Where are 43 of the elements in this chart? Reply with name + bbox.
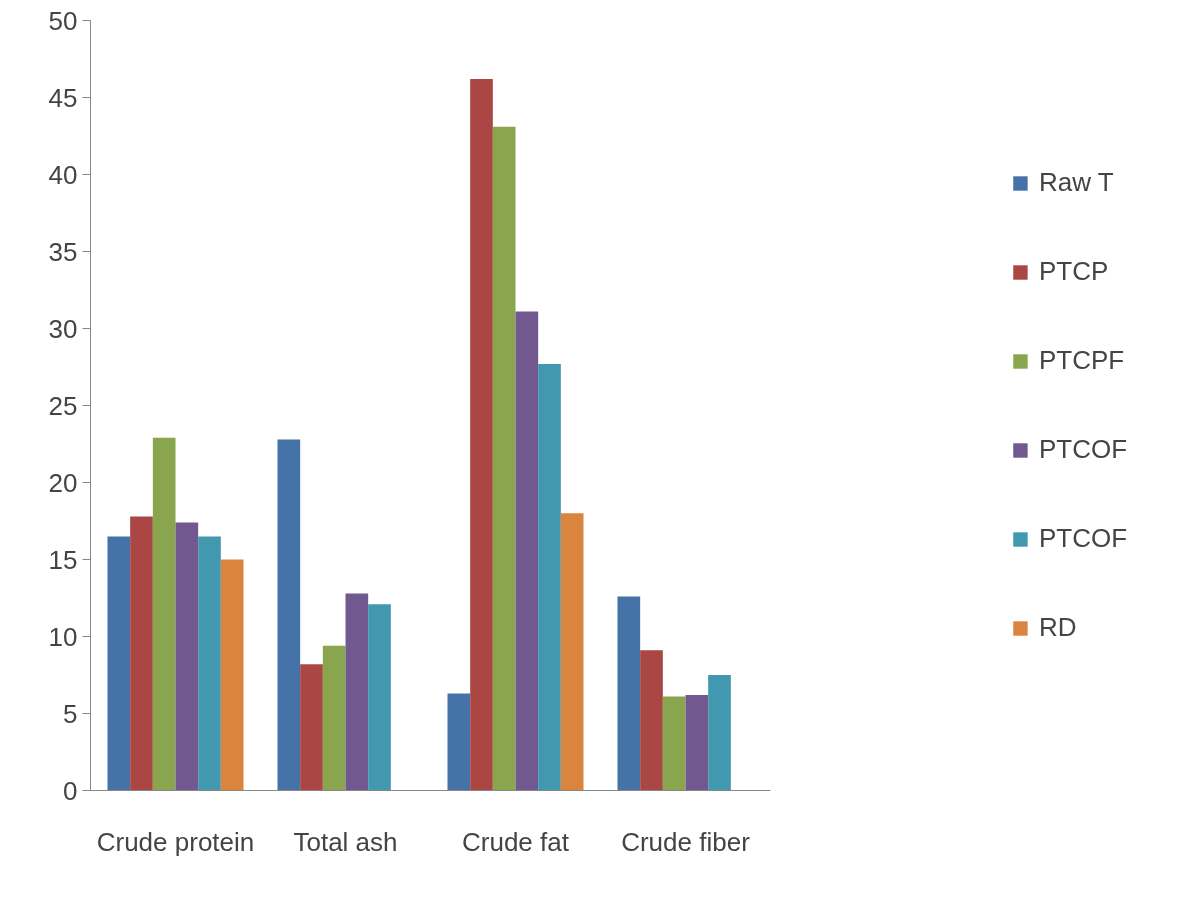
y-tick-label: 50 (48, 5, 78, 36)
legend-label: PTCOF (1038, 523, 1128, 554)
x-tick-label: Crude fat (462, 826, 570, 857)
bar (470, 79, 493, 791)
bar (492, 126, 516, 791)
legend-label: Raw T (1038, 167, 1114, 198)
bar (198, 536, 221, 791)
legend-label: PTCPF (1038, 345, 1125, 376)
legend-label: RD (1038, 612, 1077, 643)
y-tick-label: 10 (48, 621, 78, 652)
bar (322, 645, 346, 791)
y-tick-label: 20 (48, 467, 78, 498)
bar (277, 439, 301, 791)
bar (560, 513, 584, 791)
y-tick-label: 40 (48, 159, 78, 190)
bar (662, 696, 686, 791)
bar (345, 593, 369, 791)
bar (130, 516, 153, 791)
bar (300, 664, 323, 791)
bar (640, 650, 663, 791)
bar (515, 311, 539, 791)
y-tick-label: 45 (48, 82, 78, 113)
y-tick-label: 5 (63, 698, 78, 729)
bar (220, 559, 244, 791)
bar (685, 695, 709, 791)
y-tick-label: 30 (48, 313, 78, 344)
bar (107, 536, 131, 791)
bar (175, 522, 199, 791)
x-tick-label: Crude fiber (621, 826, 751, 857)
bar (538, 363, 561, 791)
y-tick-label: 0 (63, 775, 78, 806)
y-tick-label: 35 (48, 236, 78, 267)
y-tick-label: 25 (48, 390, 78, 421)
x-tick-label: Total ash (293, 826, 398, 857)
bar (368, 604, 391, 791)
bar (152, 437, 176, 791)
bar (447, 693, 471, 791)
legend-label: PTCOF (1038, 434, 1128, 465)
bar (617, 596, 641, 791)
y-tick-label: 15 (48, 544, 78, 575)
legend-label: PTCP (1038, 256, 1109, 287)
bar (708, 675, 731, 791)
x-tick-label: Crude protein (96, 826, 255, 857)
